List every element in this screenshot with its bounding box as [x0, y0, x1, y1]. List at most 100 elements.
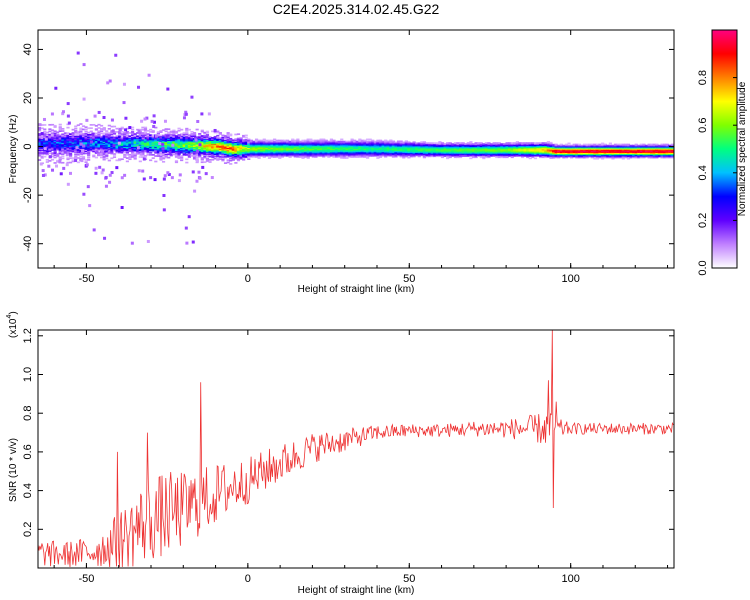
heatmap-cell — [559, 148, 563, 150]
heatmap-cell — [353, 140, 357, 143]
heatmap-cell — [619, 154, 623, 157]
heatmap-cell — [500, 144, 504, 147]
heatmap-cell — [223, 156, 228, 159]
heatmap-cell — [626, 153, 631, 156]
heatmap-cell — [223, 151, 228, 154]
heatmap-cell — [262, 153, 266, 156]
heatmap-cell — [275, 154, 279, 157]
heatmap-cell — [89, 134, 93, 137]
heatmap-cell — [381, 143, 385, 146]
heatmap-cell — [479, 156, 483, 159]
heatmap-cell — [508, 147, 512, 150]
heatmap-cell — [632, 156, 636, 159]
heatmap-speckle — [145, 116, 149, 120]
heatmap-cell — [391, 151, 396, 154]
heatmap-cell — [314, 145, 318, 147]
heatmap-cell — [335, 150, 339, 153]
heatmap-cell — [314, 147, 318, 149]
heatmap-cell — [169, 139, 173, 142]
heatmap-cell — [438, 141, 442, 143]
heatmap-speckle — [152, 114, 156, 118]
heatmap-cell — [368, 149, 372, 152]
heatmap-cell — [513, 146, 517, 149]
heatmap-cell — [327, 140, 331, 143]
heatmap-cell — [120, 145, 124, 147]
heatmap-cell — [647, 146, 651, 149]
heatmap-cell — [270, 142, 274, 145]
heatmap-cell — [515, 143, 519, 145]
heatmap-cell — [479, 148, 483, 151]
heatmap-cell — [283, 154, 287, 157]
heatmap-cell — [319, 147, 323, 149]
heatmap-cell — [128, 135, 132, 138]
heatmap-cell — [151, 136, 155, 139]
heatmap-cell — [518, 145, 522, 148]
heatmap-cell — [456, 142, 460, 144]
heatmap-cell — [154, 148, 158, 151]
heatmap-cell — [89, 143, 93, 146]
heatmap-cell — [130, 128, 135, 131]
heatmap-cell — [159, 152, 163, 154]
heatmap-cell — [549, 141, 553, 144]
heatmap-cell — [399, 155, 403, 158]
heatmap-cell — [200, 149, 204, 152]
heatmap-cell — [92, 148, 96, 150]
heatmap-cell — [159, 151, 163, 153]
heatmap-cell — [275, 150, 279, 153]
heatmap-cell — [226, 138, 230, 141]
heatmap-cell — [433, 147, 437, 150]
heatmap-cell — [366, 141, 370, 144]
heatmap-cell — [278, 148, 282, 151]
heatmap-cell — [322, 154, 326, 157]
heatmap-cell — [466, 145, 470, 148]
heatmap-cell — [208, 139, 212, 142]
heatmap-cell — [133, 143, 137, 145]
heatmap-cell — [523, 149, 527, 152]
heatmap-cell — [619, 143, 623, 146]
heatmap-cell — [182, 152, 186, 155]
heatmap-cell — [242, 134, 246, 137]
heatmap-cell — [536, 143, 540, 145]
heatmap-cell — [79, 134, 83, 136]
heatmap-cell — [94, 141, 98, 144]
heatmap-cell — [288, 150, 292, 153]
heatmap-cell — [577, 148, 581, 150]
heatmap-cell — [381, 153, 385, 156]
heatmap-cell — [580, 146, 584, 149]
heatmap-cell — [205, 141, 210, 144]
heatmap-speckle — [139, 152, 143, 156]
heatmap-cell — [464, 147, 468, 150]
heatmap-cell — [642, 154, 646, 157]
heatmap-cell — [265, 145, 269, 147]
heatmap-cell — [376, 148, 380, 151]
heatmap-cell — [632, 149, 636, 151]
heatmap-cell — [102, 141, 106, 143]
heatmap-speckle — [124, 116, 128, 120]
heatmap-cell — [254, 151, 259, 154]
heatmap-cell — [138, 137, 142, 140]
x-tick-label: 0 — [245, 273, 251, 285]
heatmap-cell — [345, 146, 349, 148]
heatmap-cell — [154, 140, 158, 143]
heatmap-cell — [234, 141, 238, 143]
x-tick-label: -50 — [78, 573, 94, 585]
heatmap-cell — [280, 151, 284, 154]
heatmap-cell — [567, 148, 571, 150]
heatmap-cell — [221, 146, 225, 149]
heatmap-cell — [213, 146, 217, 149]
heatmap-cell — [141, 146, 145, 149]
heatmap-cell — [265, 153, 269, 156]
heatmap-cell — [112, 147, 117, 150]
heatmap-cell — [536, 155, 540, 157]
heatmap-cell — [422, 143, 427, 146]
heatmap-cell — [244, 143, 248, 146]
heatmap-cell — [595, 155, 600, 158]
heatmap-cell — [187, 139, 191, 142]
heatmap-cell — [45, 133, 49, 136]
heatmap-cell — [422, 150, 427, 152]
heatmap-cell — [665, 152, 669, 155]
heatmap-cell — [572, 150, 576, 152]
heatmap-cell — [316, 146, 321, 148]
heatmap-cell — [458, 154, 463, 156]
heatmap-cell — [143, 143, 148, 145]
